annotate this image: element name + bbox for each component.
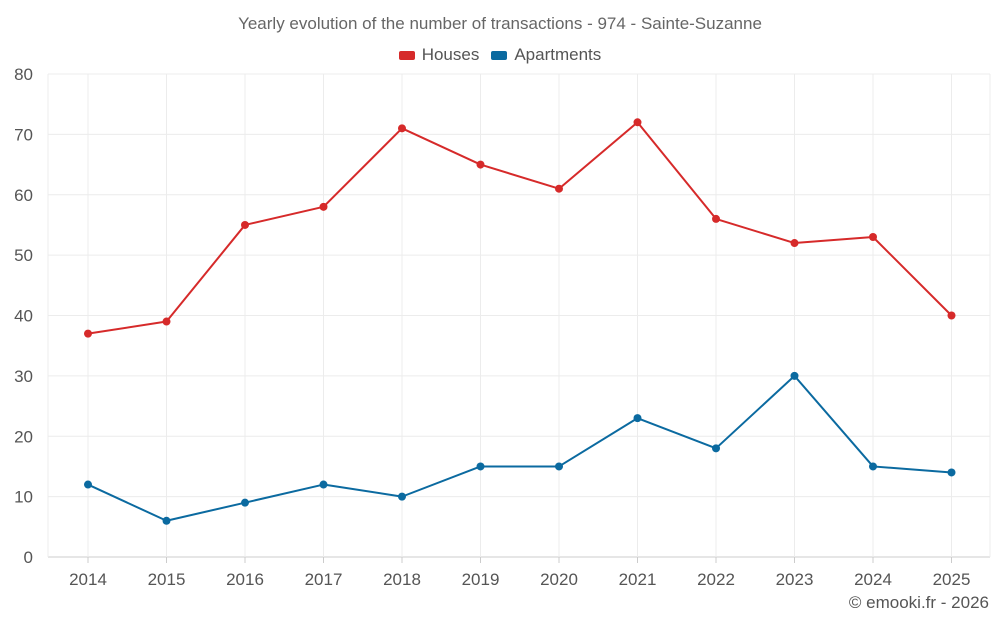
x-tick-label: 2014 [69,570,107,589]
x-tick-label: 2017 [305,570,343,589]
data-point-apartments[interactable] [712,444,720,453]
data-point-houses[interactable] [319,202,328,211]
data-point-houses[interactable] [633,118,642,127]
data-point-apartments[interactable] [319,480,328,489]
x-tick-label: 2022 [697,570,735,589]
data-point-apartments[interactable] [555,462,563,471]
x-tick-label: 2021 [619,570,657,589]
legend-item-apartments[interactable]: Apartments [491,45,601,65]
x-tick-label: 2019 [462,570,500,589]
data-point-houses[interactable] [84,329,92,338]
x-tick-label: 2015 [148,570,186,589]
data-point-houses[interactable] [241,220,249,229]
data-point-apartments[interactable] [84,480,92,489]
data-point-apartments[interactable] [241,498,249,507]
y-tick-label: 10 [14,488,33,507]
data-point-apartments[interactable] [162,516,171,525]
data-point-houses[interactable] [869,233,877,242]
credit-text: © emooki.fr - 2026 [848,593,989,612]
data-point-houses[interactable] [947,311,956,320]
data-point-apartments[interactable] [869,462,877,471]
y-tick-label: 50 [14,246,33,265]
data-point-apartments[interactable] [633,414,642,423]
legend-swatch-houses [398,50,415,60]
data-point-apartments[interactable] [476,462,485,471]
legend-item-houses[interactable]: Houses [398,45,480,65]
y-tick-label: 0 [24,548,33,567]
y-tick-label: 70 [14,125,33,144]
y-tick-label: 30 [14,367,33,386]
legend: Houses Apartments [0,45,1000,65]
data-point-houses[interactable] [476,160,485,169]
x-tick-label: 2018 [383,570,421,589]
y-tick-label: 40 [14,307,33,326]
y-tick-label: 20 [14,427,33,446]
legend-label-houses: Houses [421,45,480,64]
chart-title: Yearly evolution of the number of transa… [238,14,762,33]
x-tick-label: 2025 [933,570,971,589]
data-point-apartments[interactable] [398,492,406,501]
x-tick-label: 2020 [540,570,578,589]
data-point-apartments[interactable] [947,468,956,477]
y-tick-label: 80 [14,65,33,84]
data-point-apartments[interactable] [790,371,799,380]
x-tick-label: 2023 [776,570,814,589]
x-tick-label: 2016 [226,570,264,589]
data-point-houses[interactable] [162,317,171,326]
series-line-apartments [87,374,952,522]
data-point-houses[interactable] [555,184,563,193]
y-tick-label: 60 [14,186,33,205]
legend-label-apartments: Apartments [514,45,602,64]
data-point-houses[interactable] [398,124,406,133]
series-line-houses [87,121,953,335]
x-tick-label: 2024 [854,570,892,589]
data-point-houses[interactable] [790,239,799,248]
data-point-houses[interactable] [712,214,720,223]
legend-swatch-apartments [491,50,508,60]
